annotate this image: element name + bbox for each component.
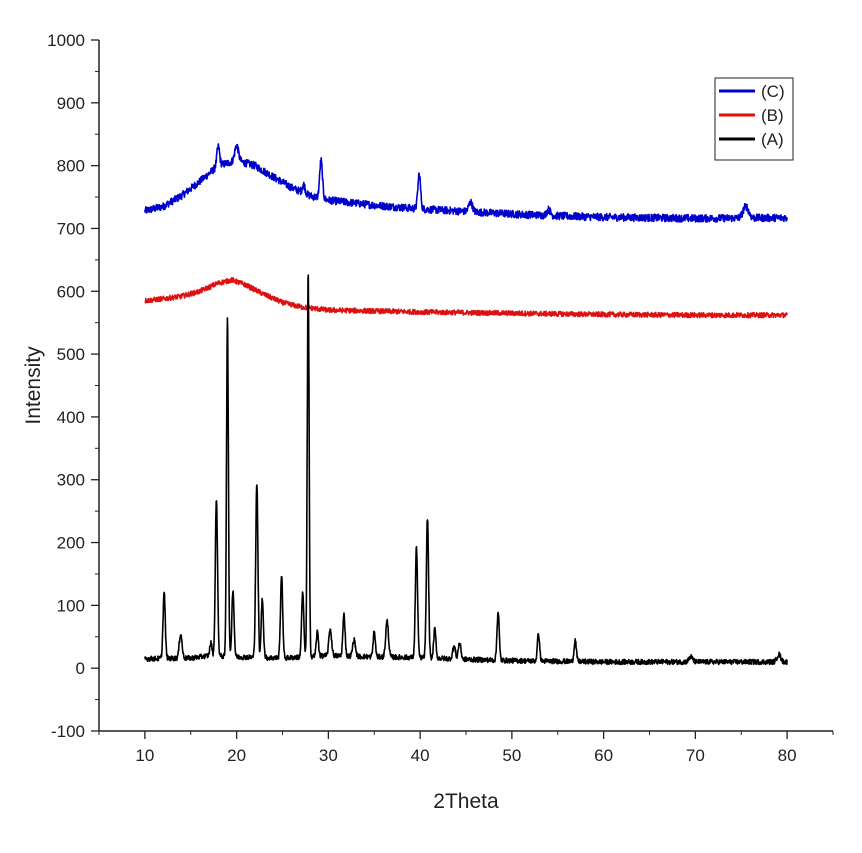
y-axis-title: Intensity <box>22 346 45 425</box>
y-tick-label: 900 <box>57 94 85 113</box>
series-line-b <box>144 276 788 319</box>
y-tick-label: 400 <box>57 408 85 427</box>
legend-label: (B) <box>761 106 784 125</box>
axes: -100 0 100 200 300 400 500 600 700 800 900 1000 10 20… <box>47 31 834 765</box>
x-tick-label: 20 <box>227 746 246 765</box>
x-tick-label: 50 <box>502 746 521 765</box>
x-tick-label: 10 <box>135 746 154 765</box>
x-tick-label: 80 <box>778 746 797 765</box>
x-axis-title: 2Theta <box>433 790 499 813</box>
y-tick-label: 1000 <box>47 31 85 50</box>
y-tick-label: 800 <box>57 157 85 176</box>
y-tick-label: 500 <box>57 345 85 364</box>
x-tick-label: 30 <box>319 746 338 765</box>
y-tick-label: 600 <box>57 282 85 301</box>
legend: (C) (B) (A) <box>714 77 794 161</box>
x-tick-label: 40 <box>411 746 430 765</box>
y-tick-label: 200 <box>57 534 85 553</box>
series-line-c <box>144 143 788 223</box>
legend-label: (C) <box>761 82 785 101</box>
y-tick-label: 700 <box>57 219 85 238</box>
y-tick-label: 300 <box>57 471 85 490</box>
y-tick-label: 0 <box>76 659 85 678</box>
series-line-a <box>144 274 788 666</box>
y-tick-label: -100 <box>51 722 85 741</box>
legend-label: (A) <box>761 130 784 149</box>
x-tick-label: 60 <box>594 746 613 765</box>
x-tick-label: 70 <box>686 746 705 765</box>
series-layer <box>144 143 788 666</box>
y-tick-label: 100 <box>57 596 85 615</box>
